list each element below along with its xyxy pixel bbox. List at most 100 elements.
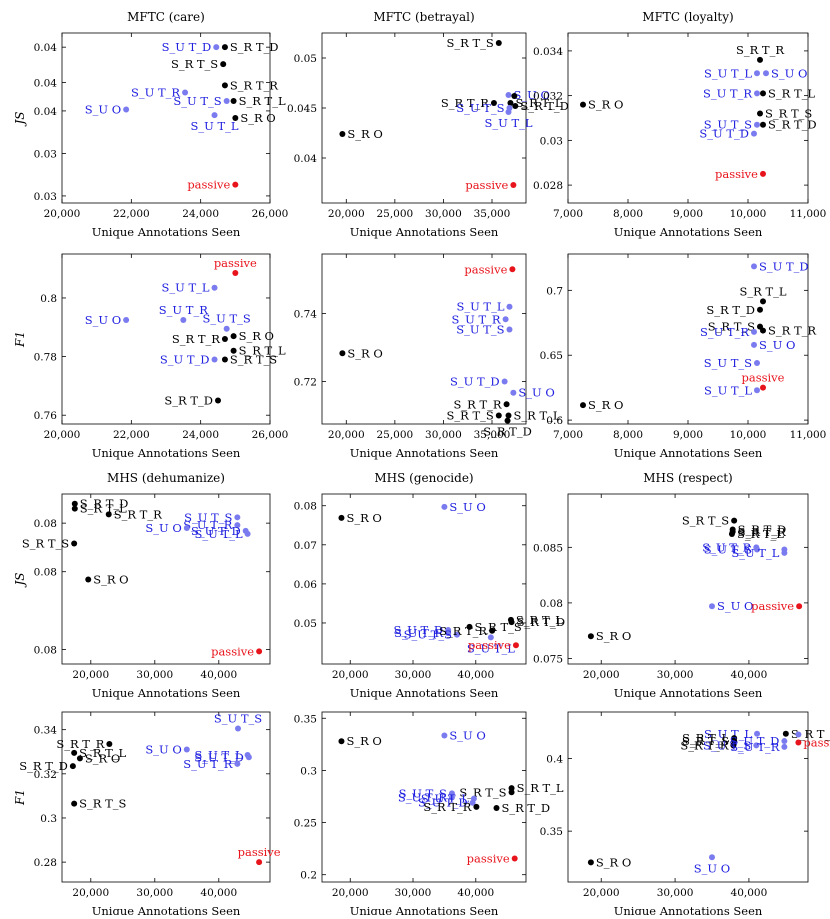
point-label: S_U T_R [703,86,752,100]
point-label: S_U T_R [394,626,443,640]
scatter-point-passive [256,859,263,866]
point-label: S_R O [596,629,631,643]
scatter-point-U [754,121,760,128]
point-label: passive [715,167,758,181]
scatter-point-R [339,131,346,137]
point-label: passive [741,371,784,385]
point-label: S_R T_D [501,801,550,815]
scatter-point-U [183,525,190,531]
scatter-point-passive [256,648,263,655]
point-label: S_R T_L [517,781,564,795]
point-label: S_U T_D [450,375,500,389]
scatter-point-U [223,98,230,104]
x-tick-label: 30,000 [657,887,694,899]
chart-title: MHS (respect) [643,471,732,485]
y-tick-label: 0.07 [294,540,317,552]
scatter-point-R [760,327,766,334]
point-label: S_U T_L [421,792,469,806]
chart-panel-1: MFTC (betrayal) 20,000 25,000 30,000 35,000 0… [287,10,569,239]
x-tick-label: 22,000 [113,208,150,220]
x-tick-label: 40,000 [200,887,237,899]
x-tick-label: 7,000 [553,429,583,441]
x-tick-label: 30,000 [425,429,462,441]
point-label: S_R T_R [423,800,471,814]
point-label: S_R O [240,111,275,125]
plot-frame [567,493,809,665]
chart-panel-10: 20,000 30,000 40,000 0.2 0.25 0.3 0.35 Unique A… [294,711,564,918]
scatter-point-R [495,40,502,46]
x-tick-label: 8,000 [613,429,643,441]
chart-panel-0: MFTC (care) 20,000 22,000 24,000 26,000 0.03 0… [13,10,288,239]
point-label: S_U T_L [195,527,243,541]
scatter-point-R [731,517,738,524]
x-tick-label: 9,000 [673,429,703,441]
x-tick-label: 9,000 [673,208,703,220]
point-label: S_U T_S [456,101,504,115]
scatter-point-R [85,576,92,583]
y-axis-label: F1 [13,331,27,348]
scatter-point-R [512,103,519,109]
x-tick-label: 20,000 [328,208,365,220]
x-tick-label: 20,000 [44,208,81,220]
scatter-point-U [123,106,130,113]
scatter-point-R [339,350,346,357]
y-tick-label: 0.03 [34,191,57,203]
point-label: S_R O [588,398,623,412]
y-tick-label: 0.045 [287,103,317,115]
scatter-point-R [105,511,112,518]
point-label: S_R T_L [768,86,815,100]
scatter-point-R [221,336,228,342]
scatter-point-R [508,785,515,792]
scatter-point-U [469,799,476,806]
point-label: S_U T_R [159,303,208,317]
point-label: S_U T_R [730,740,779,754]
x-axis-label: Unique Annotations Seen [614,686,763,700]
plot-frame [61,711,271,883]
scatter-point-R [503,401,510,408]
point-label: S_U T_L [484,116,532,130]
scatter-point-R [221,44,228,51]
point-label: S_R T_S [171,57,218,71]
y-tick-label: 0.028 [533,180,563,192]
y-tick-label: 0.04 [34,42,58,54]
point-label: S_R T_S [708,320,755,334]
point-label: S_U T_L [467,641,515,655]
scatter-point-passive [510,182,517,188]
point-label: S_R T_L [514,409,561,423]
point-label: S_U O [771,66,807,80]
scatter-point-passive [511,855,518,862]
scatter-point-U [180,316,187,323]
point-label: S_U T_D [418,796,468,810]
plot-frame [61,493,271,665]
x-axis-label: Unique Annotations Seen [614,225,763,239]
scatter-point-R [221,356,228,363]
x-tick-label: 20,000 [583,887,620,899]
y-tick-label: 0.06 [294,579,318,591]
point-label: S_U T_D [730,734,780,748]
scatter-point-R [730,742,737,749]
point-label: S_U T_S [184,510,232,524]
x-tick-label: 40,000 [457,887,494,899]
point-label: S_U T_L [731,546,779,560]
scatter-point-R [76,755,83,762]
x-tick-label: 30,000 [136,669,173,681]
point-label: S_R T_S [682,514,729,528]
x-tick-label: 40,000 [200,669,237,681]
scatter-point-U [211,112,218,119]
x-tick-label: 35,000 [474,429,511,441]
scatter-point-R [220,61,227,68]
scatter-point-R [466,623,473,630]
scatter-point-R [508,789,515,796]
scatter-point-passive [760,384,766,391]
chart-panel-3: 20,000 22,000 24,000 26,000 0.76 0.78 0.8 Uniqu… [13,253,288,460]
x-tick-label: 10,000 [730,429,767,441]
x-axis-label: Unique Annotations Seen [614,904,763,915]
x-tick-label: 40,000 [731,669,768,681]
scatter-point-U [223,325,230,332]
point-label: passive [465,178,508,192]
scatter-point-U [445,630,452,637]
point-label: passive [467,852,510,866]
scatter-point-U [781,549,788,556]
scatter-point-R [230,347,237,354]
scatter-point-R [757,56,763,63]
